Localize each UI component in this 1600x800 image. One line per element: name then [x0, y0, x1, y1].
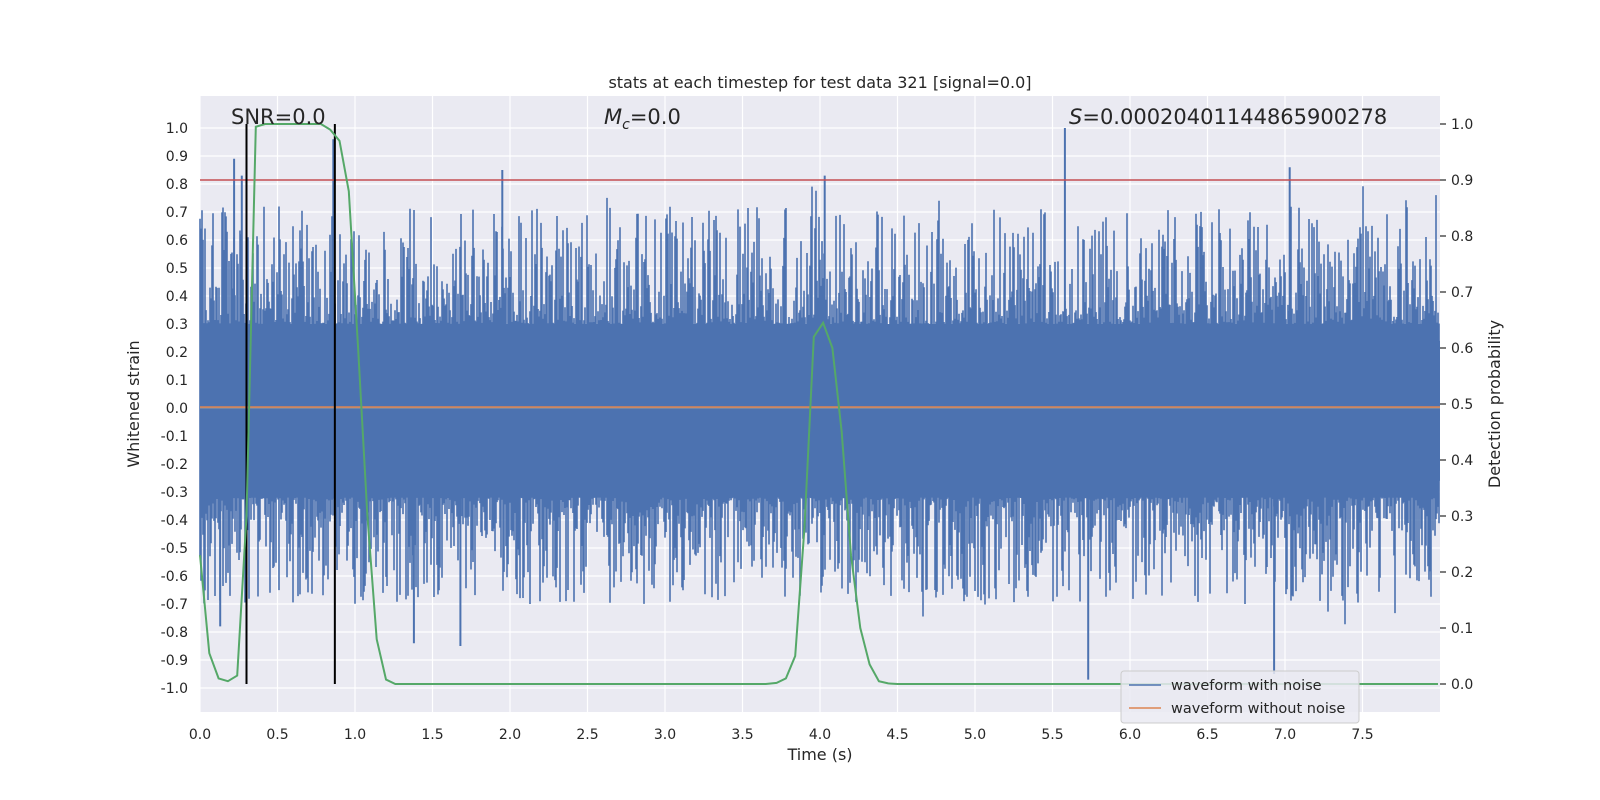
chart-title: stats at each timestep for test data 321…: [608, 73, 1031, 92]
legend-box: [1120, 670, 1360, 724]
y2-tick-label: 0.8: [1451, 229, 1473, 245]
y-tick-label: 0.0: [166, 401, 188, 417]
y2-axis-label: Detection probability: [1485, 320, 1504, 488]
x-tick-label: 1.0: [344, 727, 366, 743]
x-tick-label: 6.0: [1119, 727, 1141, 743]
y2-tick-label: 0.5: [1451, 397, 1473, 413]
x-tick-label: 5.5: [1041, 727, 1063, 743]
y-tick-label: -0.7: [161, 597, 188, 613]
y2-tick-label: 0.7: [1451, 285, 1473, 301]
y-tick-label: 0.2: [166, 345, 188, 361]
y-tick-label: 0.7: [166, 205, 188, 221]
y2-tick-label: 0.2: [1451, 565, 1473, 581]
y2-tick-label: 0.0: [1451, 677, 1473, 693]
y-tick-label: -0.6: [161, 569, 188, 585]
y-tick-label: 0.8: [166, 177, 188, 193]
y-tick-label: -0.2: [161, 457, 188, 473]
y-tick-label: 0.9: [166, 149, 188, 165]
y2-tick-label: 0.4: [1451, 453, 1473, 469]
chirp-mass-annotation: Mc=0.0: [604, 105, 681, 133]
noise-waveform: [199, 128, 1440, 680]
x-tick-label: 2.5: [576, 727, 598, 743]
x-tick-label: 6.5: [1196, 727, 1218, 743]
x-axis-label: Time (s): [786, 745, 852, 764]
y-tick-label: -0.1: [161, 429, 188, 445]
y-tick-label: 0.3: [166, 317, 188, 333]
y-tick-label: -0.5: [161, 541, 188, 557]
overlay-lines: [199, 123, 1440, 685]
y-tick-labels: 1.0 0.9 0.8 0.7 0.6 0.5 0.4 0.3 0.2 0.1 0.0 -0.1 -0.…: [161, 121, 188, 697]
noise-peaks: [219, 128, 1291, 680]
y-axis-label: Whitened strain: [124, 340, 143, 467]
y-tick-label: -0.8: [161, 625, 188, 641]
y-tick-label: 1.0: [166, 121, 188, 137]
x-tick-label: 4.5: [886, 727, 908, 743]
x-tick-label: 3.5: [731, 727, 753, 743]
y-tick-label: 0.6: [166, 233, 188, 249]
legend-label-clean: waveform without noise: [1171, 701, 1345, 717]
noise-core: [200, 340, 1440, 481]
x-tick-label: 1.5: [421, 727, 443, 743]
y-tick-label: 0.1: [166, 373, 188, 389]
x-tick-label: 3.0: [654, 727, 676, 743]
y-tick-label: -0.4: [161, 513, 188, 529]
y2-tick-label: 1.0: [1451, 117, 1473, 133]
s-annotation: S=0.00020401144865900278: [1069, 105, 1387, 129]
y-tick-label: -1.0: [161, 681, 188, 697]
y2-tick-label: 0.6: [1451, 341, 1473, 357]
x-tick-label: 7.0: [1274, 727, 1296, 743]
y-tick-label: 0.5: [166, 261, 188, 277]
x-tick-label: 0.5: [266, 727, 288, 743]
x-tick-label: 0.0: [189, 727, 211, 743]
y-tick-label: -0.3: [161, 485, 188, 501]
legend-label-noise: waveform with noise: [1171, 678, 1322, 694]
x-tick-label: 5.0: [964, 727, 986, 743]
x-tick-labels: 0.0 0.5 1.0 1.5 2.0 2.5 3.0 3.5 4.0 4.5 5.0 5.5 6.0 6…: [189, 727, 1374, 743]
y2-tick-label: 0.9: [1451, 173, 1473, 189]
y2-tick-label: 0.1: [1451, 621, 1473, 637]
legend: waveform with noise waveform without noi…: [1120, 670, 1360, 724]
y-tick-label: 0.4: [166, 289, 188, 305]
x-tick-label: 2.0: [499, 727, 521, 743]
snr-annotation: SNR=0.0: [231, 105, 326, 129]
detection-probability-line: [199, 123, 1438, 685]
y-tick-label: -0.9: [161, 653, 188, 669]
x-tick-label: 7.5: [1351, 727, 1373, 743]
y2-tick-labels: 1.0 0.9 0.8 0.7 0.6 0.5 0.4 0.3 0.2 0.1 0.0: [1440, 117, 1473, 693]
x-tick-label: 4.0: [809, 727, 831, 743]
y2-tick-label: 0.3: [1451, 509, 1473, 525]
